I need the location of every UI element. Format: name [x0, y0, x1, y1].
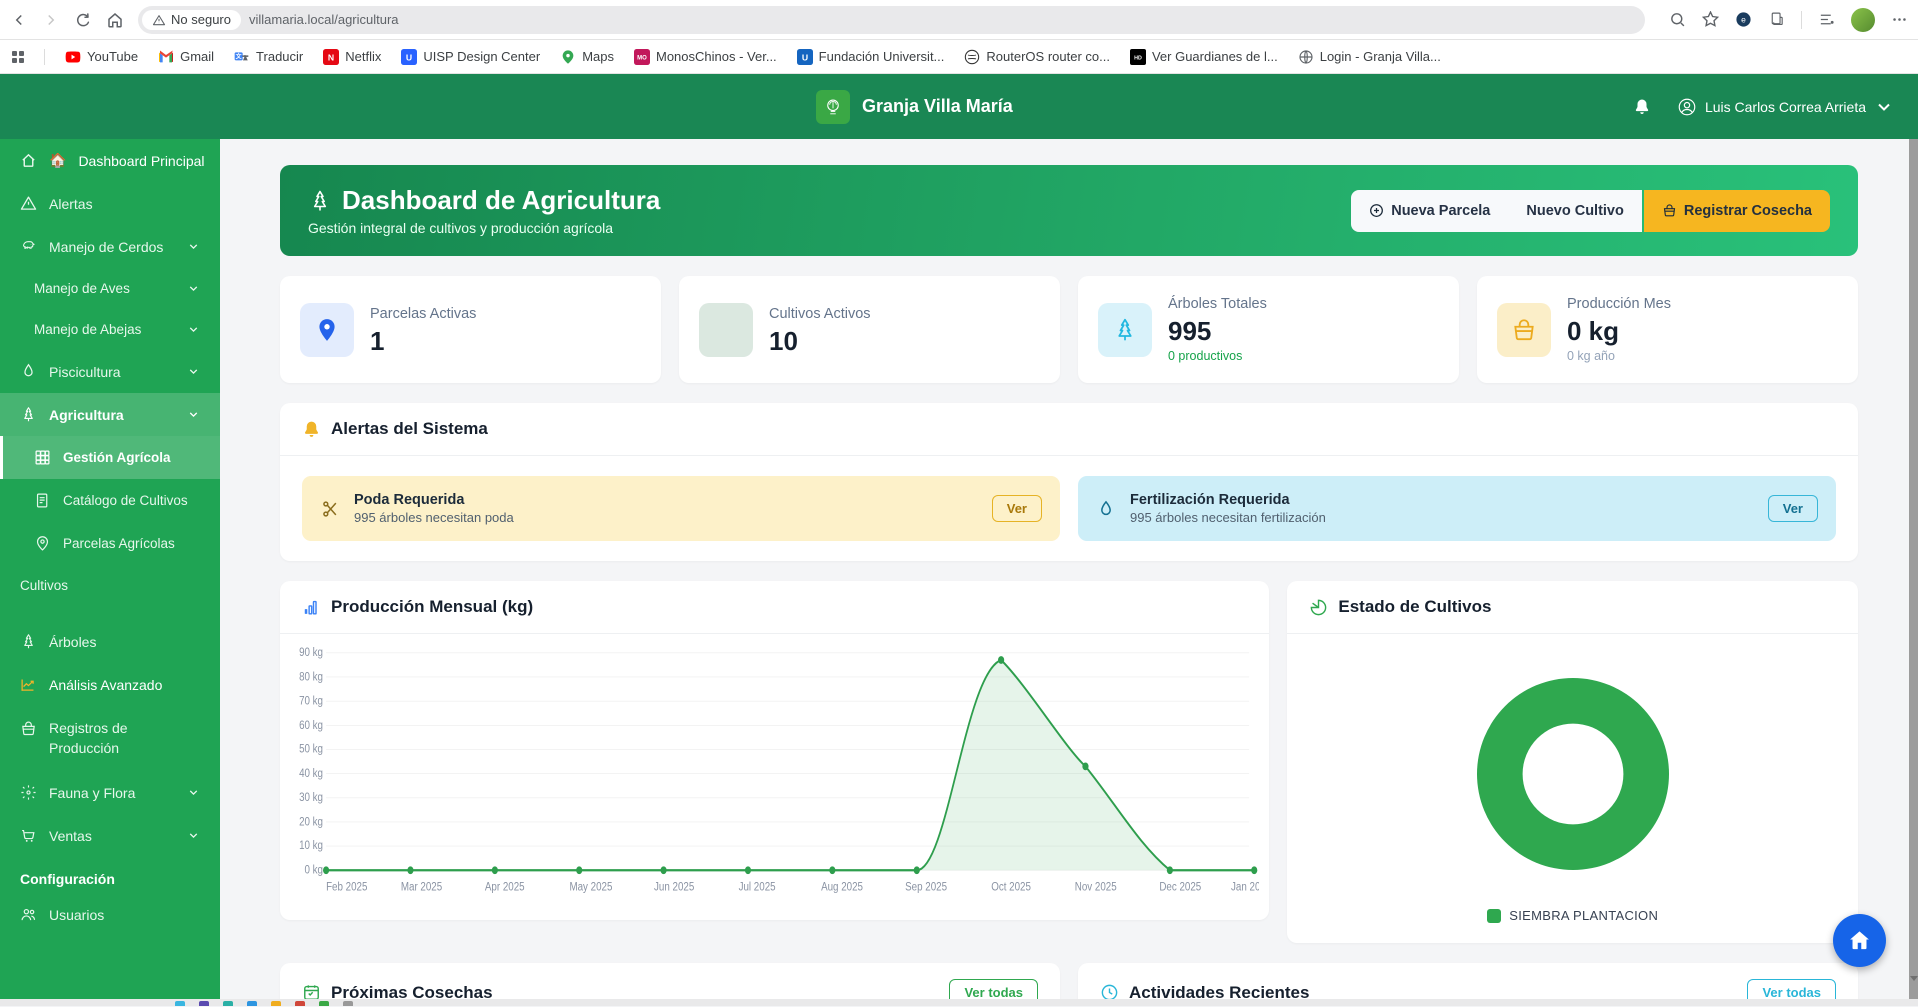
svg-text:90 kg: 90 kg	[299, 646, 323, 659]
svg-text:Apr 2025: Apr 2025	[485, 881, 525, 894]
svg-text:Mar 2025: Mar 2025	[401, 881, 442, 894]
svg-text:Oct 2025: Oct 2025	[991, 881, 1031, 894]
svg-text:MO: MO	[637, 55, 647, 61]
svg-text:Jul 2025: Jul 2025	[739, 881, 776, 894]
svg-text:Dec 2025: Dec 2025	[1159, 881, 1201, 894]
svg-text:30 kg: 30 kg	[299, 791, 323, 804]
svg-text:0 kg: 0 kg	[305, 864, 323, 877]
svg-text:May 2025: May 2025	[569, 881, 612, 894]
svg-text:Nov 2025: Nov 2025	[1075, 881, 1117, 894]
svg-text:50 kg: 50 kg	[299, 743, 323, 756]
svg-text:N: N	[328, 52, 334, 62]
svg-text:Jan 2026: Jan 2026	[1231, 881, 1259, 894]
svg-text:40 kg: 40 kg	[299, 767, 323, 780]
svg-text:U: U	[406, 52, 412, 62]
svg-text:Sep 2025: Sep 2025	[905, 881, 947, 894]
svg-text:10 kg: 10 kg	[299, 839, 323, 852]
svg-text:Jun 2025: Jun 2025	[654, 881, 694, 894]
svg-text:Aug 2025: Aug 2025	[821, 881, 863, 894]
svg-text:80 kg: 80 kg	[299, 670, 323, 683]
svg-text:U: U	[802, 52, 808, 62]
svg-text:70 kg: 70 kg	[299, 695, 323, 708]
svg-text:Feb 2025: Feb 2025	[326, 881, 367, 894]
svg-text:HD: HD	[1134, 55, 1142, 61]
svg-text:20 kg: 20 kg	[299, 816, 323, 829]
svg-text:e: e	[1741, 14, 1746, 24]
svg-text:60 kg: 60 kg	[299, 719, 323, 732]
